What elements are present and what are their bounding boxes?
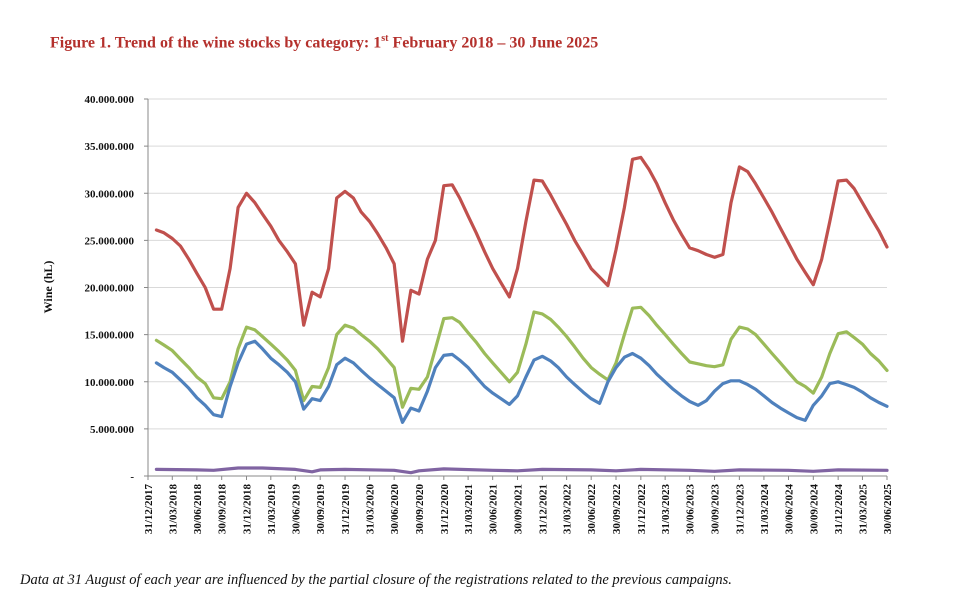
x-tick-label: 31/12/2019 [340, 484, 352, 535]
y-tick-label: 30.000.000 [85, 188, 135, 200]
x-tick-label: 31/12/2021 [537, 484, 549, 534]
x-tick-label: 31/12/2023 [734, 484, 746, 535]
x-tick-label: 31/12/2024 [833, 484, 845, 535]
y-axis: - 5.000.000 10.000.000 15.000.000 20.000.000… [85, 94, 149, 483]
x-tick-label: 30/09/2024 [808, 484, 820, 535]
x-tick-label: 30/06/2018 [192, 484, 204, 535]
x-tick-label: 31/12/2017 [143, 484, 155, 535]
x-tick-label: 30/06/2021 [488, 484, 500, 534]
x-tick-label: 31/12/2020 [439, 484, 451, 535]
x-tick-label: 31/12/2022 [636, 484, 648, 535]
series-line-2 [154, 305, 889, 409]
x-tick-label: 31/03/2020 [365, 484, 377, 535]
y-tick-label: 20.000.000 [85, 283, 135, 295]
x-tick-label: 30/06/2024 [783, 484, 795, 535]
x-tick-label: 31/03/2022 [562, 484, 574, 535]
y-axis-label: Wine (hL) [41, 261, 55, 314]
y-tick-label: 25.000.000 [85, 235, 135, 247]
gridlines [148, 98, 887, 430]
x-tick-label: 31/03/2024 [759, 484, 771, 535]
x-tick-label: 30/06/2022 [586, 484, 598, 535]
line-chart: - 5.000.000 10.000.000 15.000.000 20.000.000… [41, 94, 894, 535]
chart-title-superscript: st [381, 33, 389, 44]
footnote: Data at 31 August of each year are influ… [20, 572, 732, 588]
x-tick-label: 30/06/2020 [389, 484, 401, 535]
series-line-4 [154, 466, 889, 475]
x-tick-label: 30/06/2023 [685, 484, 697, 535]
y-tick-label: 35.000.000 [85, 141, 135, 153]
series-line-1 [154, 155, 889, 343]
x-tick-label: 30/09/2018 [217, 484, 229, 535]
y-tick-label: 5.000.000 [90, 424, 135, 436]
x-tick-label: 30/09/2020 [414, 484, 426, 535]
x-tick-label: 31/03/2019 [266, 484, 278, 535]
x-tick-label: 31/03/2021 [463, 484, 475, 534]
series-line-3 [154, 339, 889, 424]
y-tick-label: 40.000.000 [85, 94, 135, 106]
x-tick-label: 30/09/2019 [315, 484, 327, 535]
x-tick-label: 30/06/2019 [290, 484, 302, 535]
y-tick-label: 10.000.000 [85, 377, 135, 389]
x-tick-label: 31/12/2018 [242, 484, 254, 535]
x-tick-label: 30/06/2025 [882, 484, 894, 535]
chart-title: Figure 1. Trend of the wine stocks by ca… [50, 33, 598, 52]
x-tick-label: 30/09/2023 [710, 484, 722, 535]
chart-title-text: Figure 1. Trend of the wine stocks by ca… [50, 34, 382, 52]
x-tick-label: 31/03/2025 [857, 484, 869, 535]
x-tick-label: 30/09/2022 [611, 484, 623, 535]
y-tick-label: - [130, 471, 134, 483]
y-tick-label: 15.000.000 [85, 330, 135, 342]
series-lines [154, 155, 889, 475]
x-tick-label: 31/03/2018 [167, 484, 179, 535]
x-axis: 31/12/2017 31/03/2018 30/06/2018 30/09/2018… [143, 475, 894, 535]
x-tick-label: 31/03/2023 [660, 484, 672, 535]
x-tick-label: 30/09/2021 [513, 484, 525, 534]
chart-title-text-end: February 2018 – 30 June 2025 [388, 34, 599, 52]
